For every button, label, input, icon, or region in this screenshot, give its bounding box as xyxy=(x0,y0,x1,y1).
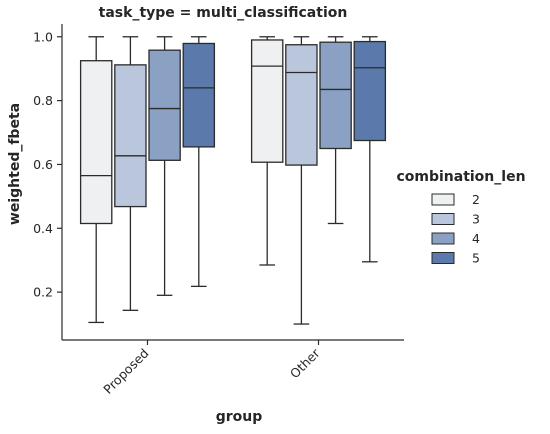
x-tick-label: Other xyxy=(287,345,323,381)
y-tick-label: 0.6 xyxy=(33,157,53,172)
y-tick-label: 0.4 xyxy=(33,221,53,236)
plot-area: 0.2 0.4 0.6 0.8 1.0 Proposed Other xyxy=(33,24,404,397)
box-proposed-5 xyxy=(182,36,216,288)
legend-swatch-2 xyxy=(431,193,455,206)
box-iqr xyxy=(114,64,147,208)
y-axis-label: weighted_fbeta xyxy=(7,103,23,225)
legend-title: combination_len xyxy=(396,169,525,185)
box-iqr xyxy=(79,60,113,225)
box-iqr xyxy=(319,41,352,150)
box-other-4 xyxy=(319,36,352,225)
legend-swatch-3 xyxy=(431,213,455,225)
legend-label-5: 5 xyxy=(472,251,480,266)
legend: 2 3 4 5 xyxy=(431,192,480,266)
box-proposed-2 xyxy=(79,36,113,324)
legend-label-2: 2 xyxy=(472,192,480,207)
legend-label-4: 4 xyxy=(472,231,480,246)
box-proposed-3 xyxy=(114,36,147,311)
x-axis-label: group xyxy=(216,409,263,425)
box-iqr xyxy=(285,44,318,166)
y-tick-label: 1.0 xyxy=(33,29,53,44)
box-iqr xyxy=(250,39,284,163)
box-other-5 xyxy=(353,36,387,263)
y-tick-label: 0.2 xyxy=(33,285,53,300)
y-tick-label: 0.8 xyxy=(33,93,53,108)
box-other-2 xyxy=(250,36,284,266)
chart-title: task_type = multi_classification xyxy=(99,5,348,21)
box-iqr xyxy=(148,49,181,161)
legend-label-3: 3 xyxy=(472,212,480,227)
box-iqr xyxy=(182,42,216,148)
box-proposed-4 xyxy=(148,36,181,296)
box-iqr xyxy=(353,40,387,142)
box-other-3 xyxy=(285,36,318,325)
legend-swatch-4 xyxy=(431,232,455,245)
legend-swatch-5 xyxy=(431,252,455,264)
x-tick-label: Proposed xyxy=(100,346,151,397)
